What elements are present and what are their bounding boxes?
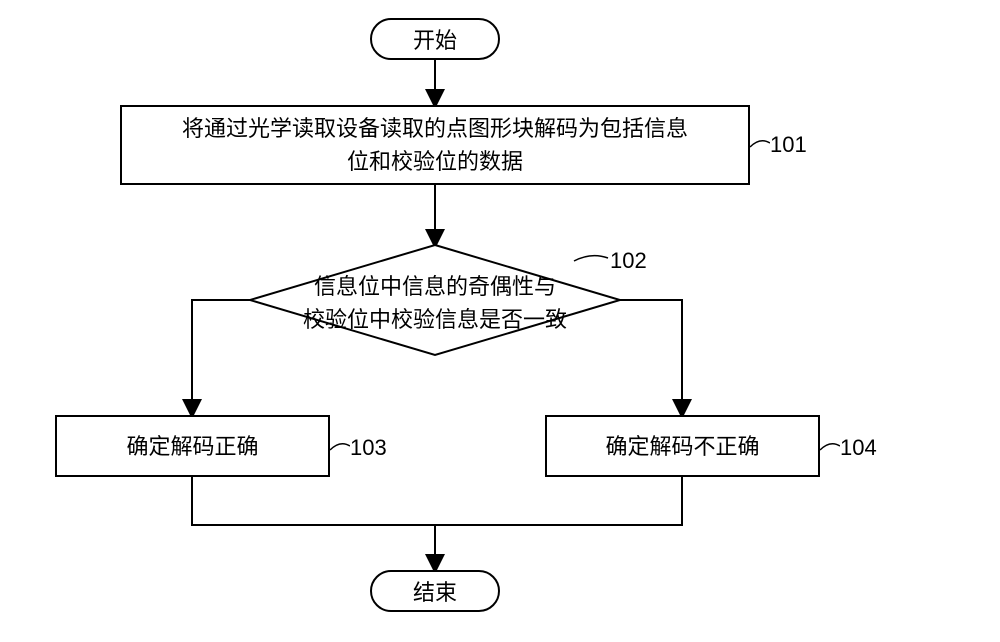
process-103-label: 确定解码正确 — [126, 430, 258, 463]
terminator-start: 开始 — [370, 18, 500, 60]
ref-label-101: 101 — [770, 132, 807, 158]
flowchart-canvas: 开始 将通过光学读取设备读取的点图形块解码为包括信息 位和校验位的数据 信息位中… — [0, 0, 1000, 642]
ref-label-102: 102 — [610, 248, 647, 274]
process-104-label: 确定解码不正确 — [605, 430, 759, 463]
decision-102-line1: 信息位中信息的奇偶性与 — [275, 270, 595, 303]
decision-102: 信息位中信息的奇偶性与 校验位中校验信息是否一致 — [275, 270, 595, 336]
process-101-line1: 将通过光学读取设备读取的点图形块解码为包括信息 — [182, 112, 688, 145]
process-step-104: 确定解码不正确 — [545, 415, 820, 477]
process-step-101: 将通过光学读取设备读取的点图形块解码为包括信息 位和校验位的数据 — [120, 105, 750, 185]
terminator-end-label: 结束 — [413, 575, 457, 607]
terminator-start-label: 开始 — [413, 23, 457, 55]
terminator-end: 结束 — [370, 570, 500, 612]
process-101-line2: 位和校验位的数据 — [182, 145, 688, 178]
ref-label-104: 104 — [840, 435, 877, 461]
process-step-103: 确定解码正确 — [55, 415, 330, 477]
ref-label-103: 103 — [350, 435, 387, 461]
decision-102-line2: 校验位中校验信息是否一致 — [275, 303, 595, 336]
